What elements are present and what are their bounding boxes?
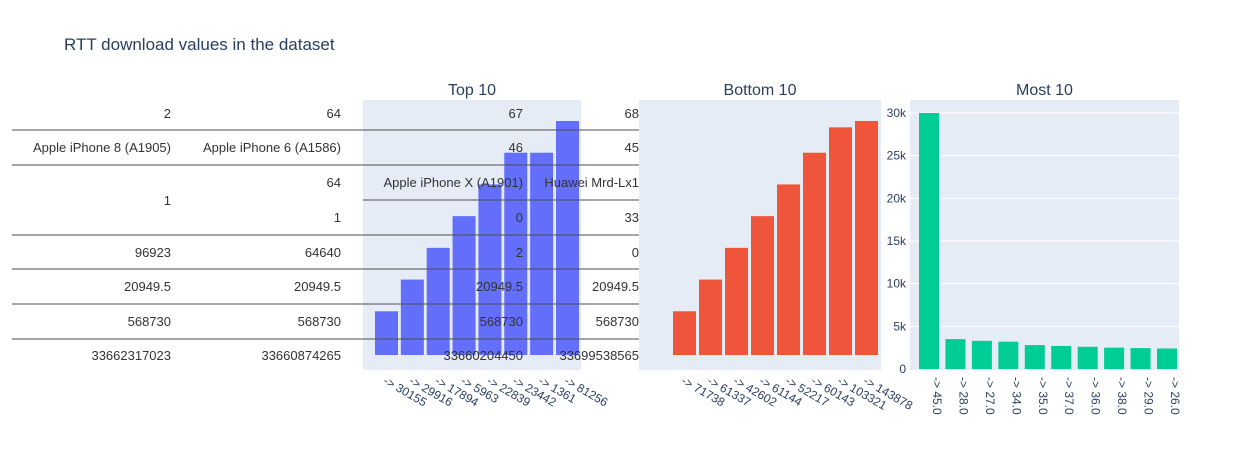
table-cell: 45 — [625, 140, 639, 155]
table-cell: 568730 — [596, 314, 639, 329]
table-cell: 2 — [516, 245, 523, 260]
top10-title: Top 10 — [448, 82, 496, 99]
top10-bar — [478, 184, 502, 355]
bottom10-title: Bottom 10 — [724, 82, 797, 99]
table-cell: 33 — [625, 210, 639, 225]
table-cell: 33699538565 — [559, 348, 639, 363]
table-cell: 568730 — [128, 314, 171, 329]
table-cell: 33660874265 — [261, 348, 341, 363]
table-cell: 20949.5 — [124, 279, 171, 294]
most10-bar — [1157, 348, 1177, 369]
bottom10-bar — [725, 247, 748, 355]
most10-x-tick-label: -> 37.0 — [1062, 377, 1076, 415]
table-cell: Huawei Mrd-Lx1 — [544, 175, 639, 190]
top10-bar — [400, 279, 424, 355]
most10-gridlines — [910, 112, 1179, 327]
most10-panel-background — [910, 100, 1179, 370]
table-cell: 96923 — [135, 245, 171, 260]
table-cell: 68 — [625, 106, 639, 121]
table-cell: 1 — [164, 193, 171, 208]
most10-x-tick-label: -> 28.0 — [956, 377, 970, 415]
most10-y-tick-label: 0 — [899, 362, 906, 376]
bottom10-bar — [673, 311, 696, 355]
most10-y-tick-label: 30k — [887, 106, 907, 120]
table-cell: 64 — [327, 175, 341, 190]
data-table: 2 64 67 68 Apple iPhone 8 (A1905) Apple iPhon… — [12, 106, 639, 363]
table-cell: 568730 — [480, 314, 523, 329]
most10-bar — [1077, 346, 1098, 369]
table-cell: 1 — [334, 210, 341, 225]
table-cell: Apple iPhone X (A1901) — [384, 175, 523, 190]
most10-x-tick-label: -> 36.0 — [1089, 377, 1103, 415]
most10-x-tick-label: -> 38.0 — [1115, 377, 1129, 415]
bottom10-bar — [829, 127, 852, 355]
most10-bar — [971, 340, 992, 369]
table-cell: 20949.5 — [592, 279, 639, 294]
table-cell: 46 — [509, 140, 523, 155]
table-cell: 20949.5 — [294, 279, 341, 294]
table-cell: 20949.5 — [476, 279, 523, 294]
bottom10-bar — [803, 152, 826, 355]
most10-x-tick-label: -> 35.0 — [1036, 377, 1050, 415]
most10-x-tick-label: -> 34.0 — [1009, 377, 1023, 415]
table-cell: 64 — [327, 106, 341, 121]
most10-bar — [998, 341, 1019, 369]
most10-x-tick-label: -> 26.0 — [1168, 377, 1182, 415]
most10-y-tick-label: 25k — [887, 149, 907, 163]
table-cell: 33660204450 — [443, 348, 523, 363]
most10-x-tick-label: -> 27.0 — [983, 377, 997, 415]
bottom10-bar — [751, 216, 774, 355]
table-cell: Apple iPhone 8 (A1905) — [33, 140, 171, 155]
y-tick-labels: 0 5k 10k 15k 20k 25k 30k — [887, 106, 907, 376]
most10-y-tick-label: 15k — [887, 234, 907, 248]
table-cell: 0 — [632, 245, 639, 260]
table-cell: Apple iPhone 6 (A1586) — [203, 140, 341, 155]
most10-y-tick-label: 20k — [887, 191, 907, 205]
top10-bar — [452, 216, 476, 355]
most10-bar — [1024, 345, 1045, 369]
table-cell: 568730 — [298, 314, 341, 329]
table-cell: 2 — [164, 106, 171, 121]
bottom10-bar — [699, 279, 722, 355]
table-cell: 33662317023 — [91, 348, 171, 363]
most10-y-tick-label: 5k — [893, 319, 907, 333]
most10-bar — [1051, 345, 1072, 369]
most10-y-tick-label: 10k — [887, 277, 907, 291]
most10-bar — [1104, 347, 1125, 369]
table-cell: 64640 — [305, 245, 341, 260]
top10-bar — [556, 121, 579, 355]
top10-bar — [375, 311, 398, 355]
most10-bar — [1130, 348, 1151, 369]
figure-title: RTT download values in the dataset — [64, 35, 335, 54]
bottom10-bar — [777, 184, 800, 355]
table-cell: 67 — [509, 106, 523, 121]
bottom10-bar — [855, 121, 878, 355]
most10-x-tick-label: -> 45.0 — [930, 377, 944, 415]
top10-bar — [426, 247, 450, 355]
table-cell: 0 — [516, 210, 523, 225]
most10-title: Most 10 — [1016, 82, 1073, 99]
x-tick-labels: -> 30155-> 29916-> 17894-> 5963-> 22839-… — [381, 373, 1182, 415]
most10-bar — [919, 113, 939, 369]
most10-x-tick-label: -> 29.0 — [1142, 377, 1156, 415]
most10-bar — [945, 339, 966, 369]
